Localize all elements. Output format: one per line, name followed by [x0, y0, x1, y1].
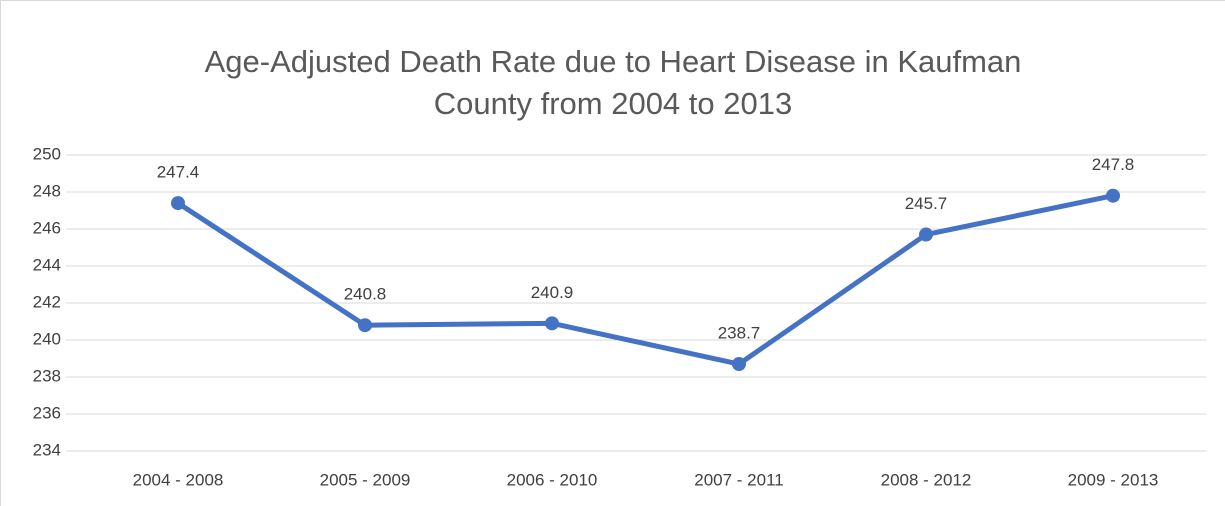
- x-tick-label: 2009 - 2013: [1068, 470, 1159, 489]
- y-tick-label: 250: [33, 144, 61, 163]
- point: [919, 227, 933, 242]
- x-tick-label: 2007 - 2011: [694, 470, 783, 489]
- data-label: 247.4: [157, 163, 200, 182]
- x-tick-label: 2006 - 2010: [507, 470, 598, 489]
- point: [1106, 188, 1120, 203]
- data-label: 247.8: [1092, 155, 1135, 174]
- y-tick-label: 236: [33, 403, 61, 422]
- y-tick-label: 248: [33, 181, 61, 200]
- data-label: 238.7: [718, 324, 761, 343]
- data-label: 240.9: [531, 283, 574, 302]
- y-tick-label: 234: [33, 440, 61, 459]
- x-tick-label: 2005 - 2009: [320, 470, 411, 489]
- y-tick-label: 238: [33, 366, 61, 385]
- y-tick-label: 246: [33, 218, 61, 237]
- y-tick-label: 242: [33, 292, 61, 311]
- y-tick-label: 240: [33, 329, 61, 348]
- data-label: 240.8: [344, 285, 387, 304]
- chart-title: Age-Adjusted Death Rate due to Heart Dis…: [204, 44, 1022, 121]
- point: [732, 357, 746, 372]
- point: [171, 196, 185, 211]
- x-tick-label: 2008 - 2012: [881, 470, 972, 489]
- x-tick-label: 2004 - 2008: [133, 470, 224, 489]
- point: [358, 318, 372, 333]
- data-label: 245.7: [905, 194, 948, 213]
- series-line: [176, 193, 1114, 367]
- y-tick-label: 244: [33, 255, 61, 274]
- point: [545, 316, 559, 331]
